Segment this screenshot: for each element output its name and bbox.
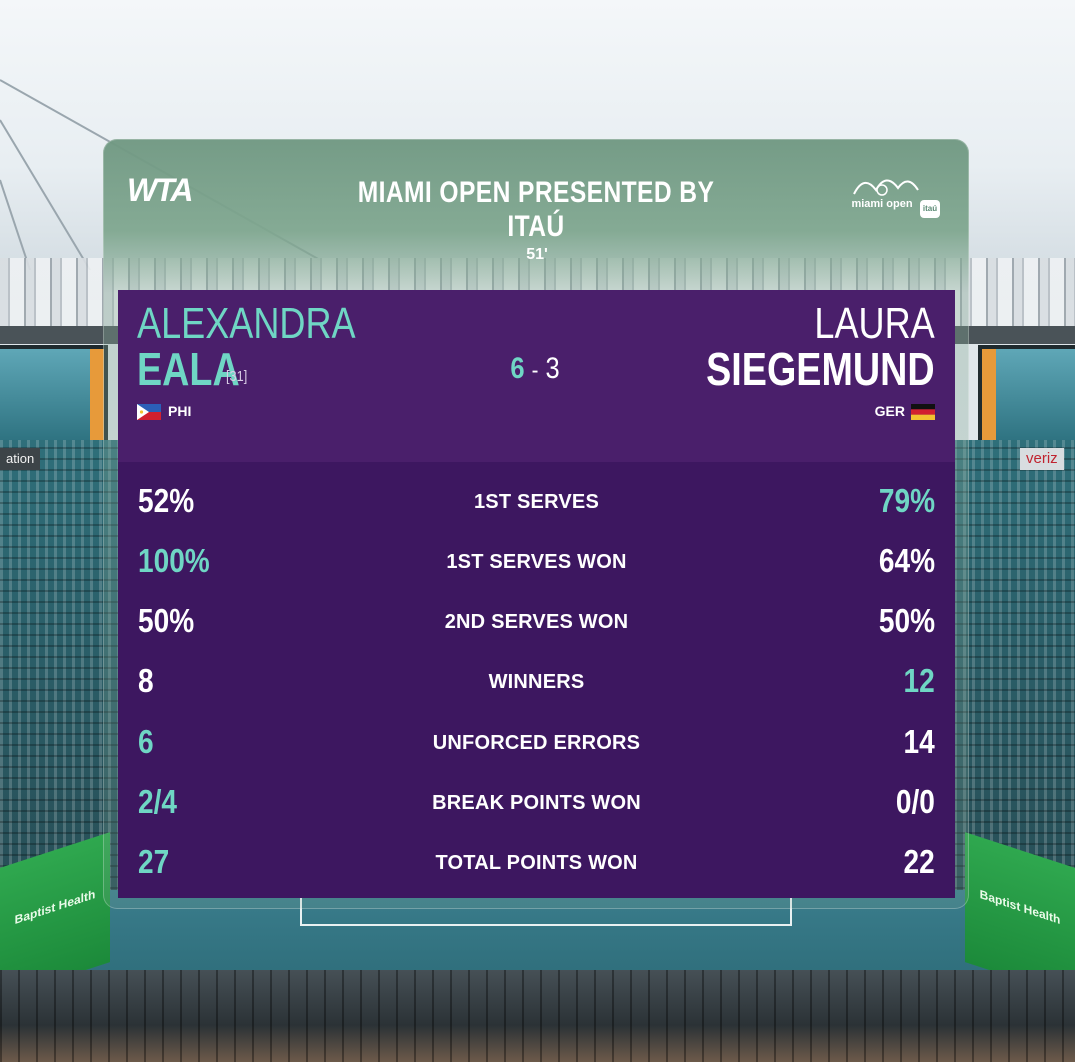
sponsor-board-text-left: Baptist Health <box>14 886 96 928</box>
player1-score: 6 <box>510 352 525 385</box>
stat-player2-value: 64% <box>878 542 935 579</box>
stat-label: WINNERS <box>488 671 585 693</box>
player1-seed: [31] <box>226 368 248 385</box>
stat-label: 2ND SERVES WON <box>444 611 629 633</box>
player1-country: PHI <box>168 403 192 419</box>
player1-first-name: ALEXANDRA <box>137 299 356 348</box>
stat-label: 1ST SERVES <box>473 491 600 513</box>
stat-row: 2/4 BREAK POINTS WON 0/0 <box>118 771 955 831</box>
philippines-flag-icon <box>137 404 161 420</box>
stat-row: 8 WINNERS 12 <box>118 650 955 710</box>
video-screen-right <box>978 345 1075 453</box>
stat-label: 1ST SERVES WON <box>446 551 627 573</box>
miami-open-logo-text: miami open <box>851 198 913 210</box>
stat-player1-value: 50% <box>138 602 195 639</box>
match-duration: 51' <box>526 246 548 263</box>
match-score: 6 - 3 <box>488 352 582 386</box>
sponsor-board-text-right: Baptist Health <box>979 886 1061 928</box>
stat-row: 50% 2ND SERVES WON 50% <box>118 590 955 650</box>
stat-row: 6 UNFORCED ERRORS 14 <box>118 711 955 771</box>
player2-first-name: LAURA <box>814 299 935 348</box>
stat-row: 100% 1ST SERVES WON 64% <box>118 530 955 590</box>
miami-open-logo-icon <box>853 179 919 196</box>
stat-player2-value: 50% <box>878 602 935 639</box>
players-panel <box>118 290 955 462</box>
right-banner: veriz <box>1020 448 1064 470</box>
stat-player1-value: 2/4 <box>138 783 177 820</box>
itau-logo: itaú <box>920 200 940 218</box>
stat-player2-value: 79% <box>878 482 935 519</box>
stat-player2-value: 12 <box>903 662 935 699</box>
courtside-seating <box>0 970 1075 1062</box>
stat-player1-value: 52% <box>138 482 195 519</box>
score-separator: - <box>531 357 539 384</box>
stat-row: 27 TOTAL POINTS WON 22 <box>118 831 955 891</box>
wta-logo: WTA <box>127 172 193 208</box>
stat-player2-value: 14 <box>903 723 935 760</box>
stat-label: UNFORCED ERRORS <box>432 732 641 754</box>
stat-player1-value: 100% <box>138 542 210 579</box>
player2-score: 3 <box>545 352 560 385</box>
stats-panel <box>118 462 955 898</box>
germany-flag-icon <box>911 404 935 420</box>
player1-last-name: EALA <box>137 343 240 395</box>
event-title: MIAMI OPEN PRESENTED BY ITAÚ <box>357 176 715 243</box>
stat-label: TOTAL POINTS WON <box>435 852 638 874</box>
stat-player1-value: 8 <box>138 662 154 699</box>
left-banner: ation <box>0 448 41 470</box>
player2-country: GER <box>874 403 905 419</box>
video-screen-left <box>0 345 108 453</box>
stat-row: 52% 1ST SERVES 79% <box>118 470 955 530</box>
stat-label: BREAK POINTS WON <box>432 792 641 814</box>
stat-player1-value: 6 <box>138 723 154 760</box>
player2-last-name: SIEGEMUND <box>706 343 935 395</box>
stat-player2-value: 22 <box>903 843 935 880</box>
stat-player2-value: 0/0 <box>896 783 935 820</box>
stat-player1-value: 27 <box>138 843 170 880</box>
court-baseline <box>300 898 792 926</box>
